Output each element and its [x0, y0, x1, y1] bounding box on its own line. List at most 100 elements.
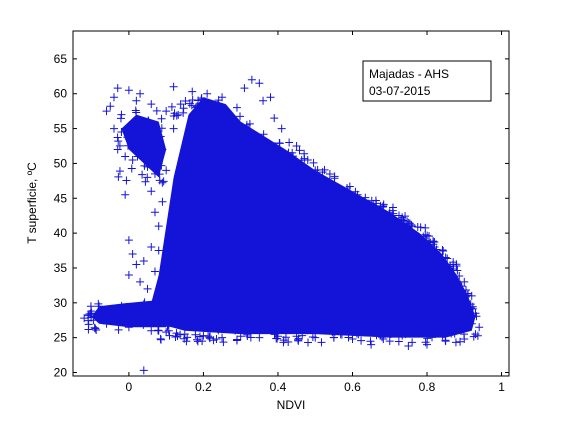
x-axis-label: NDVI: [277, 398, 306, 412]
annotation-line-2: 03-07-2015: [369, 84, 431, 98]
data-point: [147, 141, 156, 150]
data-point: [292, 142, 301, 150]
data-point: [132, 142, 141, 150]
data-point: [273, 257, 282, 265]
data-point: [459, 330, 468, 339]
data-point: [385, 337, 394, 346]
data-point: [423, 231, 432, 240]
data-point: [313, 165, 322, 174]
y-tick-label: 25: [54, 331, 68, 345]
data-point: [284, 148, 293, 157]
data-point: [206, 124, 215, 133]
data-point: [259, 96, 268, 105]
data-point: [106, 102, 115, 111]
x-tick-label: 0.6: [344, 380, 361, 394]
data-point: [455, 271, 464, 280]
data-point: [359, 201, 368, 210]
data-point: [463, 307, 472, 316]
data-point: [113, 310, 122, 319]
data-point: [404, 342, 413, 351]
data-point: [333, 257, 342, 265]
data-point: [283, 150, 292, 159]
data-point: [269, 326, 278, 335]
data-point: [430, 237, 439, 246]
data-point: [156, 302, 165, 311]
data-point: [363, 253, 372, 262]
data-point: [378, 281, 387, 290]
data-point: [392, 220, 401, 229]
data-point: [416, 223, 425, 232]
y-tick-label: 45: [54, 191, 68, 205]
data-point: [448, 327, 457, 336]
data-point: [398, 213, 407, 222]
data-point: [140, 161, 149, 170]
data-point: [203, 89, 212, 98]
data-point: [262, 291, 271, 300]
data-point: [117, 110, 126, 119]
data-point: [272, 334, 281, 343]
data-point: [214, 138, 223, 147]
data-point: [139, 138, 148, 147]
data-point: [310, 170, 319, 179]
data-point: [222, 110, 231, 119]
data-point: [281, 270, 290, 279]
data-point: [393, 257, 402, 265]
data-point: [180, 263, 189, 272]
data-point: [198, 337, 207, 346]
data-point: [124, 323, 133, 332]
x-tick-label: 0.2: [195, 380, 212, 394]
data-point: [113, 133, 122, 142]
data-point: [308, 333, 317, 342]
data-point: [370, 267, 379, 276]
data-point: [188, 96, 197, 105]
data-point: [90, 323, 99, 332]
data-point: [351, 187, 360, 196]
data-point: [355, 198, 364, 207]
data-point: [259, 229, 268, 238]
data-point: [372, 331, 381, 340]
data-point: [124, 315, 133, 324]
data-point: [451, 282, 460, 291]
y-tick-label: 50: [54, 156, 68, 170]
annotation-frame: [362, 60, 492, 102]
data-point: [109, 124, 118, 133]
annotation-box: Majadas - AHS 03-07-2015: [362, 60, 492, 102]
data-point: [124, 86, 133, 95]
data-point: [157, 124, 166, 133]
data-point: [366, 337, 375, 346]
data-point: [438, 245, 447, 254]
data-point: [150, 301, 159, 310]
data-point: [367, 340, 376, 349]
data-point: [354, 330, 363, 339]
data-point: [438, 331, 447, 340]
data-point: [91, 324, 100, 333]
data-point: [128, 155, 137, 164]
x-axis: 0 0.2 0.4 0.6 0.8 1: [126, 31, 505, 394]
data-point: [139, 308, 148, 317]
data-point: [364, 199, 373, 208]
data-point: [210, 302, 219, 311]
data-point: [367, 305, 376, 314]
data-point: [348, 335, 357, 344]
data-point: [300, 305, 309, 314]
data-point: [191, 330, 200, 339]
data-point: [160, 306, 169, 315]
data-point: [441, 336, 450, 345]
data-point: [337, 330, 346, 339]
data-point: [191, 215, 200, 224]
data-point: [411, 328, 420, 337]
data-point: [218, 277, 227, 286]
data-point: [102, 107, 111, 116]
data-point: [229, 298, 238, 307]
data-point: [255, 79, 264, 88]
y-tick-label: 35: [54, 261, 68, 275]
data-point: [394, 337, 403, 346]
data-point: [472, 312, 481, 321]
data-point: [303, 215, 312, 224]
data-point: [292, 298, 301, 307]
data-point: [357, 336, 366, 345]
data-point: [218, 333, 227, 342]
data-point: [143, 173, 152, 182]
data-point: [193, 335, 202, 344]
data-point: [407, 220, 416, 229]
